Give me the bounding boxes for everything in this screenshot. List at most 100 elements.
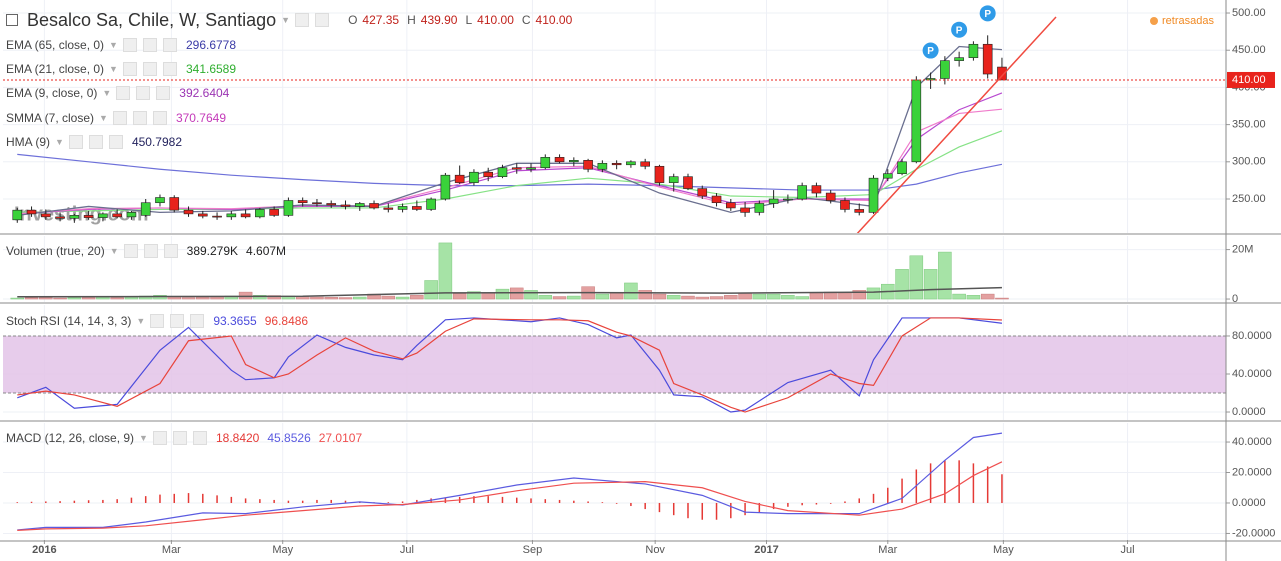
pattern-marker <box>922 42 939 59</box>
caret[interactable]: ▼ <box>109 246 119 256</box>
legend-value: 341.6589 <box>185 62 237 77</box>
icon[interactable] <box>132 110 147 125</box>
icon[interactable] <box>122 62 137 77</box>
histogram-bar <box>487 496 489 503</box>
icon[interactable] <box>116 86 131 101</box>
histogram-bar <box>601 502 604 504</box>
volume-bar <box>966 295 981 300</box>
volume-bar <box>338 297 353 300</box>
icon[interactable] <box>68 134 83 149</box>
icon[interactable] <box>123 244 138 258</box>
histogram-bar <box>330 499 332 503</box>
icon[interactable] <box>295 13 310 27</box>
histogram-bar <box>116 499 118 503</box>
status-text: retrasadas <box>1162 15 1214 27</box>
caret[interactable]: ▼ <box>136 316 146 326</box>
y-tick-label: 40.0000 <box>1232 436 1272 448</box>
candle-body <box>526 167 536 170</box>
candle-body <box>982 43 993 75</box>
volume-bar <box>353 296 367 300</box>
candle-body <box>768 198 779 204</box>
legend-row: MACD (12, 26, close, 9) ▼ 18.8420 45.8526 27… <box>6 430 362 446</box>
candle-body <box>811 185 822 194</box>
histogram-bar <box>144 496 147 503</box>
candle-body <box>640 161 650 167</box>
icon[interactable] <box>163 244 178 258</box>
chart-title: Besalco Sa, Chile, W, Santiago <box>27 9 277 30</box>
icon[interactable] <box>162 38 177 52</box>
last-price-box <box>1227 71 1275 88</box>
legend-value: 296.6778 <box>185 38 237 52</box>
icon[interactable] <box>315 13 330 27</box>
icon[interactable] <box>142 62 157 77</box>
icon[interactable] <box>136 86 151 101</box>
icon[interactable] <box>156 86 171 101</box>
volume-bar <box>181 297 196 300</box>
candle-body <box>383 207 394 210</box>
histogram-bar <box>858 498 860 503</box>
histogram-bar <box>444 497 447 503</box>
histogram-bar <box>672 502 675 516</box>
caret[interactable]: ▼ <box>109 40 118 50</box>
histogram-bar <box>701 502 704 520</box>
legend-value: 450.7982 <box>131 134 182 149</box>
histogram-bar <box>815 502 818 505</box>
collapse-box[interactable] <box>6 14 18 26</box>
histogram-bar <box>301 500 304 503</box>
volume-bar <box>96 297 110 300</box>
icon[interactable] <box>112 110 127 125</box>
histogram-bar <box>644 502 646 510</box>
y-tick-label: 0.0000 <box>1232 497 1266 509</box>
candle-body <box>754 203 765 213</box>
candle-body <box>697 188 708 197</box>
caret[interactable]: ▼ <box>99 112 108 123</box>
icon[interactable] <box>192 431 207 445</box>
candle-body <box>126 212 137 218</box>
axis-background <box>1226 0 1281 561</box>
volume-bar <box>624 282 638 300</box>
candle-body <box>997 66 1007 81</box>
icon[interactable] <box>122 38 137 52</box>
candle-body <box>726 202 736 209</box>
pattern-marker <box>979 5 996 22</box>
candle-body <box>783 198 793 201</box>
volume-bar <box>310 296 324 300</box>
caret[interactable]: ▼ <box>139 433 148 443</box>
indicator-line <box>17 108 1003 215</box>
candle-body <box>197 213 208 217</box>
icon[interactable] <box>152 431 167 445</box>
histogram-bar <box>772 502 775 510</box>
icon[interactable] <box>170 314 185 328</box>
ohlc-key: C <box>521 13 531 27</box>
stoch-line <box>17 317 1003 413</box>
icon[interactable] <box>108 134 123 149</box>
candle-body <box>69 215 80 219</box>
histogram-bar <box>687 502 689 519</box>
icon[interactable] <box>143 244 158 258</box>
histogram-bar <box>244 498 247 503</box>
volume-bar <box>895 269 909 300</box>
caret[interactable]: ▼ <box>281 15 291 25</box>
y-tick-label: -20.0000 <box>1232 527 1275 539</box>
icon[interactable] <box>152 110 167 125</box>
histogram-bar <box>558 499 561 503</box>
candle-body <box>668 176 679 183</box>
volume-bar <box>652 293 667 300</box>
caret[interactable]: ▼ <box>102 88 112 99</box>
volume-bar <box>681 295 695 300</box>
volume-bar <box>53 297 67 300</box>
histogram-bar <box>387 502 390 504</box>
legend-row: HMA (9) ▼ 450.7982 <box>6 134 182 150</box>
caret[interactable]: ▼ <box>109 64 118 75</box>
icon[interactable] <box>162 62 177 77</box>
icon[interactable] <box>172 431 187 445</box>
icon[interactable] <box>88 134 103 149</box>
caret[interactable]: ▼ <box>55 136 64 147</box>
icon[interactable] <box>150 314 165 328</box>
volume-bar <box>110 297 124 300</box>
icon[interactable] <box>190 314 205 328</box>
y-tick-label: 350.00 <box>1232 119 1266 131</box>
status: retrasadas <box>1150 15 1214 27</box>
icon[interactable] <box>142 38 157 52</box>
